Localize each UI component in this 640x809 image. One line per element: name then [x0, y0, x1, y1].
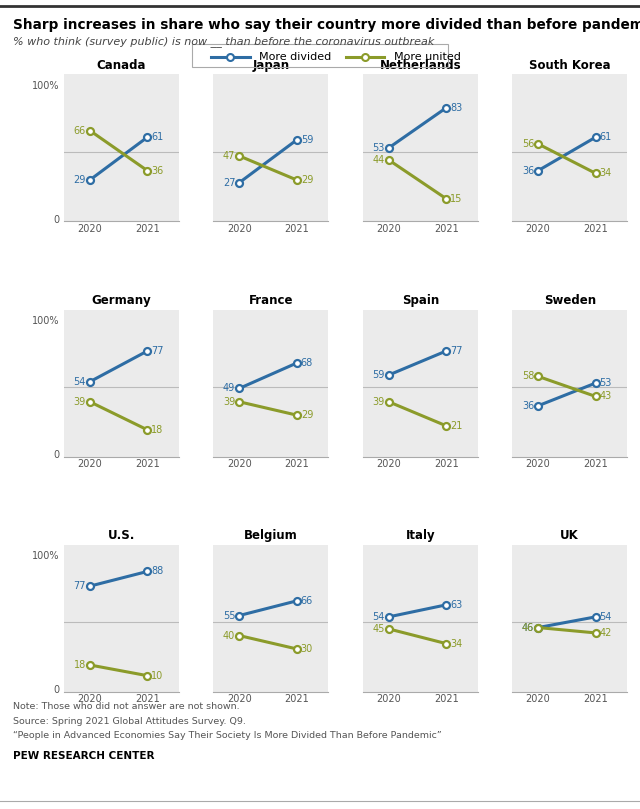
Text: 40: 40 [223, 630, 236, 641]
Title: Germany: Germany [92, 294, 151, 307]
Text: 49: 49 [223, 383, 236, 393]
Text: 45: 45 [372, 624, 385, 634]
Text: More united: More united [394, 52, 460, 61]
Text: 43: 43 [600, 392, 612, 401]
Text: 53: 53 [372, 143, 385, 153]
Text: Source: Spring 2021 Global Attitudes Survey. Q9.: Source: Spring 2021 Global Attitudes Sur… [13, 717, 246, 726]
Text: 77: 77 [151, 346, 164, 356]
Text: More divided: More divided [259, 52, 332, 61]
Title: Netherlands: Netherlands [380, 59, 461, 72]
Text: 59: 59 [372, 370, 385, 380]
Title: France: France [248, 294, 293, 307]
Text: 39: 39 [74, 396, 86, 407]
Text: 55: 55 [223, 611, 236, 621]
Text: 77: 77 [74, 581, 86, 591]
Text: 30: 30 [301, 644, 313, 654]
Text: 18: 18 [74, 660, 86, 670]
Text: 10: 10 [151, 671, 164, 680]
Title: U.S.: U.S. [108, 529, 135, 542]
Text: % who think (survey public) is now __ than before the coronavirus outbreak: % who think (survey public) is now __ th… [13, 36, 434, 46]
Title: Sweden: Sweden [543, 294, 596, 307]
Text: 61: 61 [151, 132, 164, 142]
Title: Spain: Spain [402, 294, 439, 307]
Text: Note: Those who did not answer are not shown.: Note: Those who did not answer are not s… [13, 702, 239, 711]
Text: 58: 58 [522, 371, 534, 381]
Title: UK: UK [561, 529, 579, 542]
Text: 44: 44 [372, 155, 385, 165]
Text: 39: 39 [223, 396, 236, 407]
Text: 29: 29 [74, 175, 86, 185]
Text: 42: 42 [600, 628, 612, 638]
Text: 39: 39 [372, 396, 385, 407]
Text: 59: 59 [301, 135, 313, 145]
Text: 18: 18 [151, 425, 164, 434]
Text: 29: 29 [301, 175, 313, 185]
Text: 66: 66 [301, 596, 313, 606]
Text: 66: 66 [74, 125, 86, 136]
Text: 54: 54 [600, 612, 612, 622]
Text: 68: 68 [301, 358, 313, 368]
Text: 27: 27 [223, 178, 236, 188]
Title: Canada: Canada [97, 59, 146, 72]
Text: 29: 29 [301, 410, 313, 420]
Text: “People in Advanced Economies Say Their Society Is More Divided Than Before Pand: “People in Advanced Economies Say Their … [13, 731, 442, 740]
Text: 36: 36 [151, 166, 164, 176]
Text: 46: 46 [522, 623, 534, 633]
Title: Italy: Italy [406, 529, 435, 542]
Title: Belgium: Belgium [244, 529, 298, 542]
Text: 88: 88 [151, 566, 164, 577]
Text: 15: 15 [450, 193, 463, 204]
Text: 61: 61 [600, 132, 612, 142]
Text: Sharp increases in share who say their country more divided than before pandemic: Sharp increases in share who say their c… [13, 18, 640, 32]
Text: 53: 53 [600, 378, 612, 388]
Text: 54: 54 [74, 377, 86, 387]
Text: 36: 36 [522, 166, 534, 176]
Text: 34: 34 [600, 168, 612, 178]
Text: 34: 34 [450, 638, 463, 649]
Title: South Korea: South Korea [529, 59, 611, 72]
Text: 63: 63 [450, 599, 463, 610]
Title: Japan: Japan [252, 59, 289, 72]
Text: 21: 21 [450, 421, 463, 431]
Text: 77: 77 [450, 346, 463, 356]
Text: 46: 46 [522, 623, 534, 633]
Text: 54: 54 [372, 612, 385, 622]
Text: 83: 83 [450, 103, 463, 112]
Text: 36: 36 [522, 400, 534, 411]
Text: 47: 47 [223, 151, 236, 161]
Text: PEW RESEARCH CENTER: PEW RESEARCH CENTER [13, 751, 154, 760]
Text: 56: 56 [522, 139, 534, 149]
